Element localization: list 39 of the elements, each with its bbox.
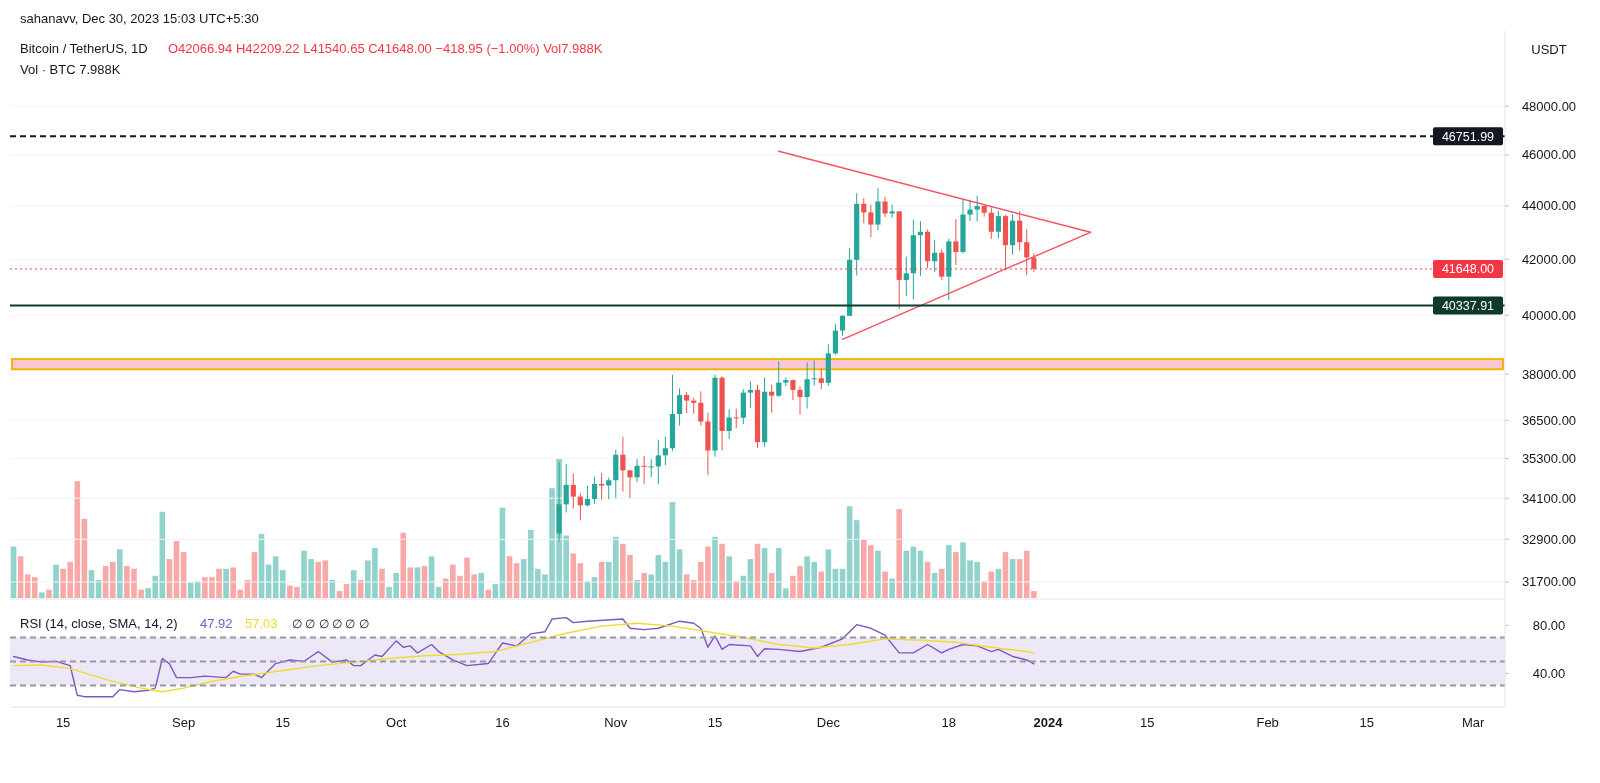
y-tick-label: 40.00 bbox=[1532, 665, 1566, 681]
y-tick-label: 48000.00 bbox=[1521, 98, 1577, 114]
text: RSI (14, close, SMA, 14, 2) bbox=[20, 616, 178, 631]
y-tick-label: 46000.00 bbox=[1521, 147, 1577, 163]
y-axis-title: USDT bbox=[1531, 42, 1567, 57]
text: sahanavv, Dec 30, 2023 15:03 UTC+5:30 bbox=[20, 11, 259, 26]
ref-line-label: 46751.99 bbox=[1441, 129, 1495, 144]
y-tick-label: 42000.00 bbox=[1521, 251, 1577, 267]
x-tick-label: 18 bbox=[941, 715, 957, 730]
y-tick-label: 38000.00 bbox=[1521, 366, 1577, 382]
y-tick-label: 32900.00 bbox=[1521, 531, 1577, 547]
text: Bitcoin / TetherUS, 1D bbox=[20, 41, 148, 56]
annotation: ∅ ∅ ∅ ∅ ∅ ∅ bbox=[292, 617, 369, 631]
x-tick-label: Nov bbox=[604, 715, 628, 730]
y-tick-label: 40000.00 bbox=[1521, 307, 1577, 323]
y-tick-label: 34100.00 bbox=[1521, 490, 1577, 506]
x-tick-label: Dec bbox=[816, 715, 841, 730]
x-tick-label: Sep bbox=[172, 715, 196, 730]
x-tick-label: Mar bbox=[1461, 715, 1485, 730]
x-tick-label: 15 bbox=[1359, 715, 1375, 730]
annotation: 57.03 bbox=[245, 616, 278, 631]
y-tick-label: 35300.00 bbox=[1521, 451, 1577, 467]
x-tick-label: 15 bbox=[55, 715, 71, 730]
y-tick-label: 31700.00 bbox=[1521, 574, 1577, 590]
x-tick-label: Feb bbox=[1256, 715, 1279, 730]
x-tick-label: Oct bbox=[386, 715, 407, 730]
ref-line-label: 40337.91 bbox=[1441, 299, 1495, 314]
ref-line-label: 41648.00 bbox=[1441, 262, 1495, 277]
x-tick-label: 2024 bbox=[1033, 715, 1064, 730]
annotation: 47.92 bbox=[200, 616, 233, 631]
annotation: Vol · BTC 7.988K bbox=[20, 62, 121, 77]
x-tick-label: 15 bbox=[275, 715, 291, 730]
x-tick-label: 15 bbox=[1139, 715, 1155, 730]
y-tick-label: 44000.00 bbox=[1521, 198, 1577, 214]
y-tick-label: 36500.00 bbox=[1521, 412, 1577, 428]
y-tick-label: 80.00 bbox=[1532, 617, 1566, 633]
annotation: O42066.94 H42209.22 L41540.65 C41648.00 −418.95 (−1.00%) Vol7.988K bbox=[168, 41, 603, 56]
x-tick-label: 16 bbox=[495, 715, 510, 730]
x-tick-label: 15 bbox=[707, 715, 723, 730]
